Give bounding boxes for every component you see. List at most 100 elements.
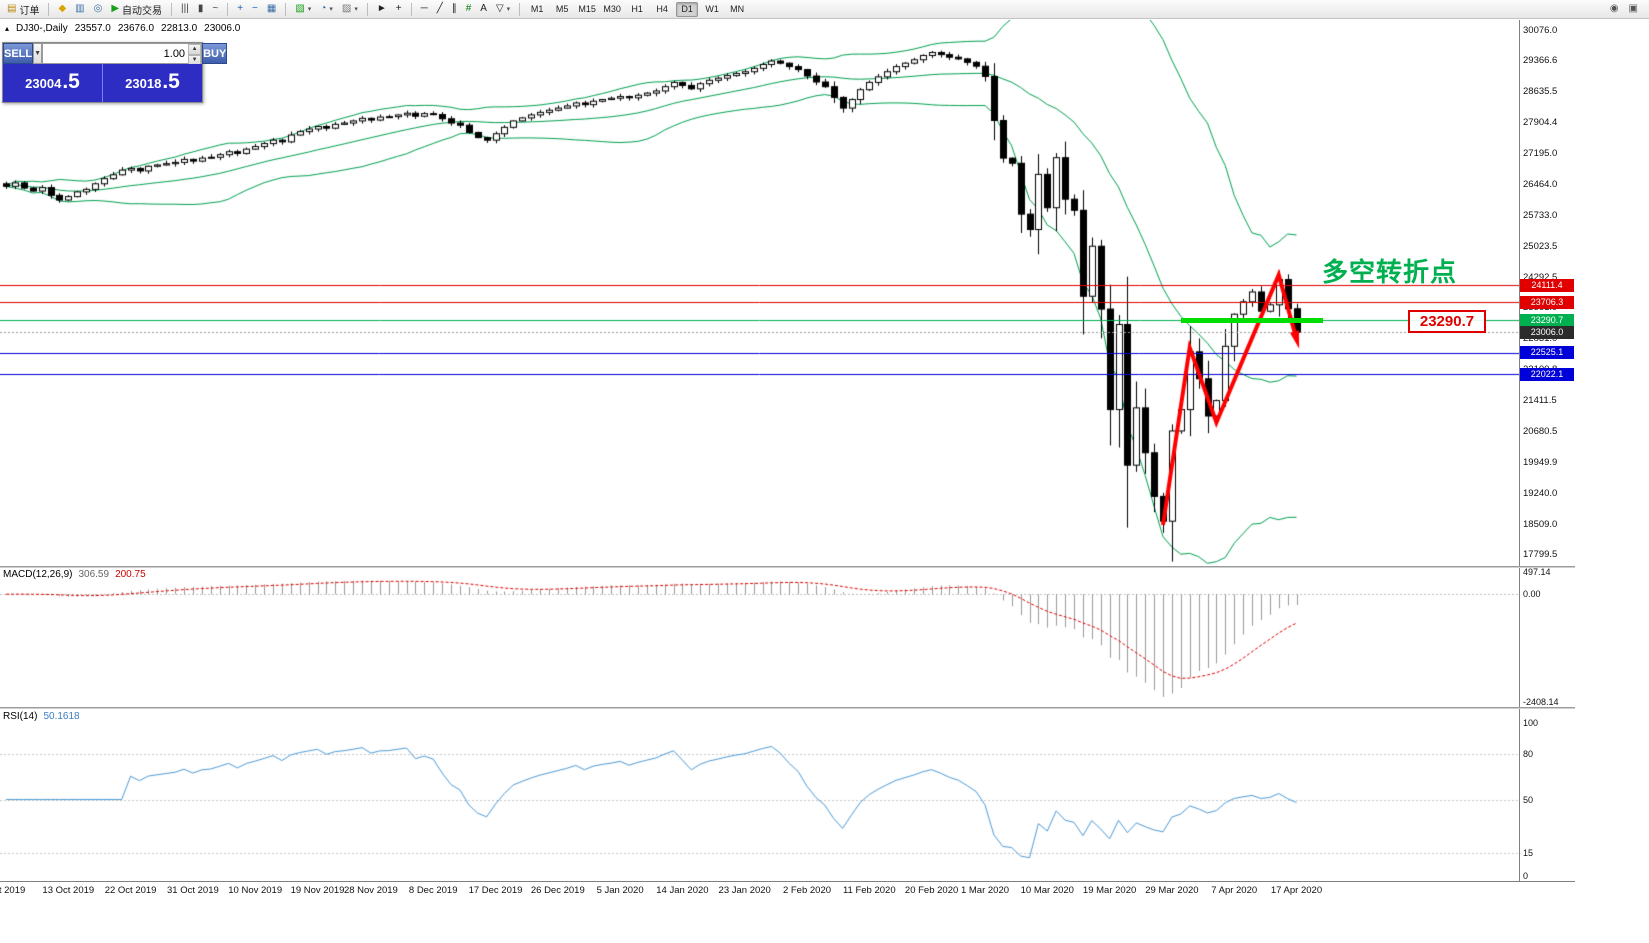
bar-chart-button[interactable]: ||| [177,1,193,17]
candlestick-chart-button[interactable]: ▮ [194,1,208,17]
macd-axis-label: 497.14 [1523,567,1551,577]
macd-canvas[interactable] [0,568,1519,707]
buy-button[interactable]: BUY [202,43,228,64]
line-chart-icon: ~ [212,3,219,14]
zoom-in-button[interactable]: + [233,1,247,17]
sell-price[interactable]: 23004 .5 [3,64,103,102]
timeframe-h4[interactable]: H4 [656,4,668,14]
price-level-badge: 22525.1 [1520,346,1574,360]
rsi-axis-label: 15 [1523,848,1534,859]
time-axis-label: 28 Nov 2019 [343,885,398,896]
panel-splitter[interactable] [0,566,1575,568]
timeframe-h1[interactable]: H1 [631,4,643,14]
channel-tool-button[interactable]: ∥ [448,1,461,17]
high-value: 23676.0 [117,23,155,34]
zoom-in-icon: + [237,3,244,14]
chevron-down-icon: ▼ [34,50,42,57]
price-axis-label: 26464.0 [1523,178,1558,190]
timeframe-w1[interactable]: W1 [705,4,719,14]
timeframe-mn[interactable]: MN [730,4,745,14]
fibonacci-tool-button[interactable]: # [462,1,476,17]
timeframe-m30[interactable]: M30 [603,4,621,14]
time-axis-label: 8 Dec 2019 [408,885,458,896]
time-axis-label: 10 Nov 2019 [228,885,283,896]
refresh-button[interactable]: ◎ [90,1,107,17]
crosshair-button[interactable]: + [392,1,406,17]
sell-price-frac: .5 [62,70,80,93]
zoom-out-button[interactable]: − [248,1,262,17]
macd-title: MACD(12,26,9) 306.59 200.75 [3,569,146,580]
buy-price[interactable]: 23018 .5 [103,64,202,102]
timeframe-d1[interactable]: D1 [676,1,699,17]
timeframe-m15[interactable]: M15 [578,4,596,14]
toolbar-separator [285,2,287,16]
trendline-tool-button[interactable]: ╱ [433,1,447,17]
charts-button[interactable]: ▥ [71,1,88,17]
panels-button[interactable]: ▣ [1625,1,1642,17]
express-icon: ◆ [58,3,67,14]
time-axis-label: 11 Feb 2020 [842,885,896,896]
one-click-trade-panel: SELL ▼ ▲ ▼ BUY 23004 .5 23018 .5 [2,42,228,103]
toolbar-separator [366,2,368,16]
cursor-button[interactable]: ► [373,1,391,17]
price-chart-canvas[interactable] [0,20,1519,566]
price-axis-label: 29366.6 [1523,55,1558,67]
price-callout-label[interactable]: 23290.7 [1408,310,1486,333]
time-axis-label: 29 Mar 2020 [1145,885,1199,896]
shapes-icon: ▽ [495,3,504,14]
price-axis-label: 25733.0 [1523,209,1558,221]
buy-price-frac: .5 [162,70,180,93]
search-icon: ◉ [1609,3,1619,14]
text-tool-button[interactable]: A [476,1,491,17]
autotrading-button[interactable]: ▶ 自动交易 [107,1,166,17]
rsi-name: RSI(14) [3,711,38,722]
low-value: 22813.0 [161,23,198,34]
time-axis-label: 17 Dec 2019 [468,885,523,896]
volume-dropdown[interactable]: ▼ [33,43,43,64]
price-axis-label: 27904.4 [1523,117,1558,129]
timeframe-m5[interactable]: M5 [555,4,569,14]
volume-spin-up[interactable]: ▲ [188,44,202,55]
price-level-badge: 23006.0 [1520,325,1574,339]
symbol-period-label: DJ30-,Daily [16,23,68,34]
support-level-bar[interactable] [1180,317,1324,323]
rsi-canvas[interactable] [0,709,1519,881]
toolbar-separator [519,2,521,16]
toolbar-separator [48,2,50,16]
price-level-badge: 23290.7 [1520,313,1574,327]
time-axis-label: 13 Oct 2019 [42,885,95,896]
charts-icon: ▥ [75,3,85,14]
timeframe-m1[interactable]: M1 [530,4,544,14]
new-order-button[interactable]: ▤ 订单 [3,1,43,17]
search-button[interactable]: ◉ [1606,1,1623,17]
volume-input[interactable] [43,44,189,63]
panel-splitter[interactable] [0,707,1575,709]
autotrading-icon: ▶ [111,3,120,14]
candlestick-chart-icon: ▮ [197,3,204,14]
tile-windows-button[interactable]: ▦ [263,1,280,17]
new-chart-button[interactable]: ▧ ▾ [291,1,315,17]
price-axis-label: 30076.0 [1523,24,1558,36]
trendline-icon: ╱ [436,3,443,14]
macd-name: MACD(12,26,9) [3,569,73,580]
time-axis-label: 10 Mar 2020 [1020,885,1074,896]
time-axis-label: Oct 2019 [0,885,26,896]
refresh-icon: ◎ [93,3,103,14]
sell-button[interactable]: SELL [3,43,34,64]
express-button[interactable]: ◆ [54,1,70,17]
close-value: 23006.0 [204,23,241,34]
time-axis-label: 2 Feb 2020 [782,885,832,896]
period-button[interactable]: ◔ ▾ [316,1,337,17]
toolbar: ▤ 订单 ◆ ▥ ◎ ▶ 自动交易 ||| ▮ ~ + − ▦ ▧ ▾ ◔ ▾ ▨ ▾ ► + ─ ╱ ∥ # A ▽ ▾ M1 M5 M1… [0,0,1649,19]
buy-price-main: 23018 [125,76,162,91]
crosshair-icon: + [395,3,402,14]
template-button[interactable]: ▨ ▾ [338,1,362,17]
rsi-title: RSI(14) 50.1618 [3,711,80,722]
shapes-tool-button[interactable]: ▽ ▾ [492,1,514,17]
hline-tool-button[interactable]: ─ [417,1,432,17]
price-axis-label: 27195.0 [1523,148,1558,160]
panels-icon: ▣ [1628,3,1638,14]
line-chart-button[interactable]: ~ [208,1,222,17]
turning-point-annotation[interactable]: 多空转折点 [1322,257,1458,287]
